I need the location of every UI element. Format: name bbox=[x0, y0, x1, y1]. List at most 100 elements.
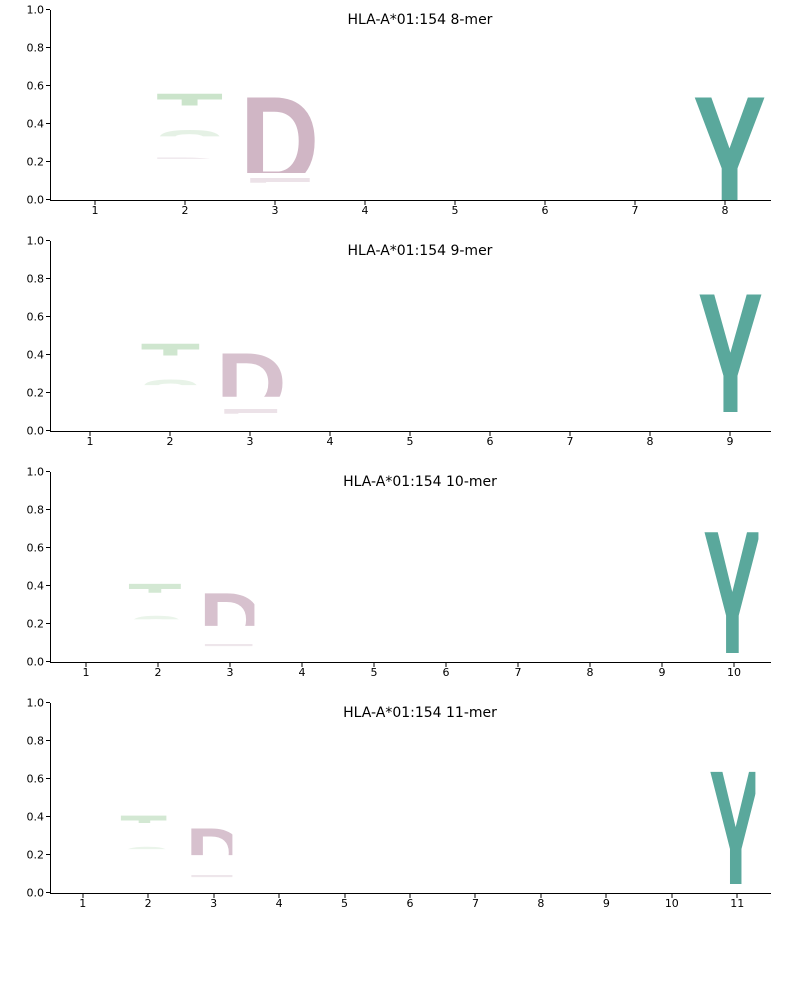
y-tick-label: 0.0 bbox=[27, 657, 45, 668]
glyph-V: V bbox=[416, 172, 495, 182]
glyph-D: D bbox=[186, 817, 244, 870]
glyph-D: D bbox=[415, 645, 478, 655]
glyph-V: V bbox=[56, 158, 135, 169]
glyph-N: N bbox=[513, 876, 571, 886]
y-tick-label: 0.0 bbox=[27, 426, 45, 437]
glyph-E: E bbox=[236, 173, 315, 200]
glyph-R: R bbox=[596, 191, 675, 201]
y-tick-label: 0.6 bbox=[27, 81, 45, 92]
glyph-Q: Q bbox=[456, 414, 526, 424]
glyph-Q: Q bbox=[631, 635, 694, 645]
y-tick-label: 1.0 bbox=[27, 698, 45, 709]
x-axis: 12345678 bbox=[50, 201, 770, 223]
panel-title: HLA-A*01:154 11-mer bbox=[50, 705, 790, 721]
glyph-W: W bbox=[696, 423, 766, 431]
glyph-E: E bbox=[579, 885, 637, 893]
logo-column-9: NE bbox=[579, 876, 637, 893]
glyph-E: E bbox=[559, 654, 622, 662]
logo-column-8: NME bbox=[559, 635, 622, 662]
y-tick-label: 0.6 bbox=[27, 543, 45, 554]
logo-column-10: QW bbox=[644, 876, 702, 893]
glyph-H: H bbox=[596, 160, 675, 171]
glyph-C: C bbox=[376, 404, 446, 414]
x-tick-label: 8 bbox=[537, 898, 544, 909]
glyph-Y: Y bbox=[696, 264, 766, 412]
glyph-S: S bbox=[127, 611, 190, 636]
logo-column-7: LHMYR bbox=[596, 145, 675, 200]
glyph-D: D bbox=[376, 414, 446, 424]
glyph-D: D bbox=[513, 885, 571, 893]
x-tick-label: 8 bbox=[587, 667, 594, 678]
x-axis: 123456789 bbox=[50, 432, 770, 454]
glyph-Y: Y bbox=[686, 71, 765, 200]
logo-column-5: PDE bbox=[317, 866, 375, 893]
logo-column-4: PDE bbox=[251, 859, 309, 893]
glyph-I: I bbox=[506, 181, 585, 191]
plot-area: FYAIDHTSVAIDEPDLNECDVCQGHWAYLIRFYFW bbox=[50, 241, 771, 432]
glyph-I: I bbox=[56, 404, 126, 414]
glyph-Y: Y bbox=[55, 637, 118, 647]
x-tick-label: 2 bbox=[182, 205, 189, 216]
glyph-V: V bbox=[376, 423, 446, 431]
glyph-N: N bbox=[296, 412, 366, 422]
glyph-I: I bbox=[146, 192, 225, 200]
glyph-E: E bbox=[296, 422, 366, 432]
glyph-H: H bbox=[536, 393, 606, 404]
y-axis: 0.00.20.40.60.81.0 bbox=[10, 472, 50, 662]
glyph-I: I bbox=[616, 404, 686, 414]
panel-title: HLA-A*01:154 10-mer bbox=[50, 474, 790, 490]
glyph-M: M bbox=[596, 172, 675, 182]
glyph-L: L bbox=[326, 179, 405, 190]
x-tick-label: 3 bbox=[210, 898, 217, 909]
x-tick-label: 8 bbox=[722, 205, 729, 216]
plot-area: FYIHTSXDMDEPDVEDGEGDNGDNMEQEWYF bbox=[50, 472, 771, 663]
x-tick-label: 5 bbox=[407, 436, 414, 447]
x-tick-label: 7 bbox=[472, 898, 479, 909]
x-tick-label: 4 bbox=[299, 667, 306, 678]
logo-column-1: FYIH bbox=[55, 626, 118, 662]
glyph-T: T bbox=[146, 86, 225, 124]
y-tick-label: 0.8 bbox=[27, 274, 45, 285]
glyph-E: E bbox=[317, 885, 375, 893]
glyph-C: C bbox=[416, 160, 495, 171]
glyph-P: P bbox=[251, 859, 309, 872]
glyph-M: M bbox=[127, 654, 190, 662]
y-tick-label: 1.0 bbox=[27, 236, 45, 247]
glyph-Y: Y bbox=[55, 885, 113, 893]
x-tick-label: 5 bbox=[341, 898, 348, 909]
logo-column-4: PNALE bbox=[326, 141, 405, 200]
x-tick-label: 1 bbox=[79, 898, 86, 909]
x-tick-label: 7 bbox=[632, 205, 639, 216]
glyph-A: A bbox=[136, 414, 206, 424]
glyph-W: W bbox=[536, 404, 606, 414]
glyph-T: T bbox=[136, 336, 206, 374]
glyph-P: P bbox=[296, 372, 366, 387]
glyph-D: D bbox=[251, 872, 309, 883]
glyph-L: L bbox=[56, 170, 135, 181]
logo-column-3: DE bbox=[236, 78, 315, 200]
glyph-R: R bbox=[616, 414, 686, 424]
glyph-E: E bbox=[186, 870, 244, 893]
glyph-A: A bbox=[120, 885, 178, 893]
x-tick-label: 6 bbox=[443, 667, 450, 678]
glyph-G: G bbox=[415, 635, 478, 645]
glyph-L: L bbox=[296, 401, 366, 412]
glyph-P: P bbox=[326, 141, 405, 156]
glyph-E: E bbox=[382, 885, 440, 893]
x-tick-label: 3 bbox=[272, 205, 279, 216]
x-tick-label: 11 bbox=[730, 898, 744, 909]
x-tick-label: 5 bbox=[371, 667, 378, 678]
glyph-E: E bbox=[343, 654, 406, 662]
glyph-H: H bbox=[56, 423, 126, 431]
x-tick-label: 1 bbox=[87, 436, 94, 447]
glyph-D: D bbox=[236, 78, 315, 173]
x-tick-label: 8 bbox=[647, 436, 654, 447]
logo-panel-3: HLA-A*01:154 10-mer0.00.20.40.60.81.0FYI… bbox=[10, 472, 790, 685]
glyph-D: D bbox=[317, 876, 375, 886]
glyph-R: R bbox=[416, 191, 495, 201]
glyph-E: E bbox=[631, 645, 694, 655]
glyph-Q: Q bbox=[644, 876, 702, 886]
logo-column-1: TMVLYF bbox=[56, 130, 135, 200]
glyph-F: F bbox=[56, 191, 135, 201]
y-axis: 0.00.20.40.60.81.0 bbox=[10, 10, 50, 200]
